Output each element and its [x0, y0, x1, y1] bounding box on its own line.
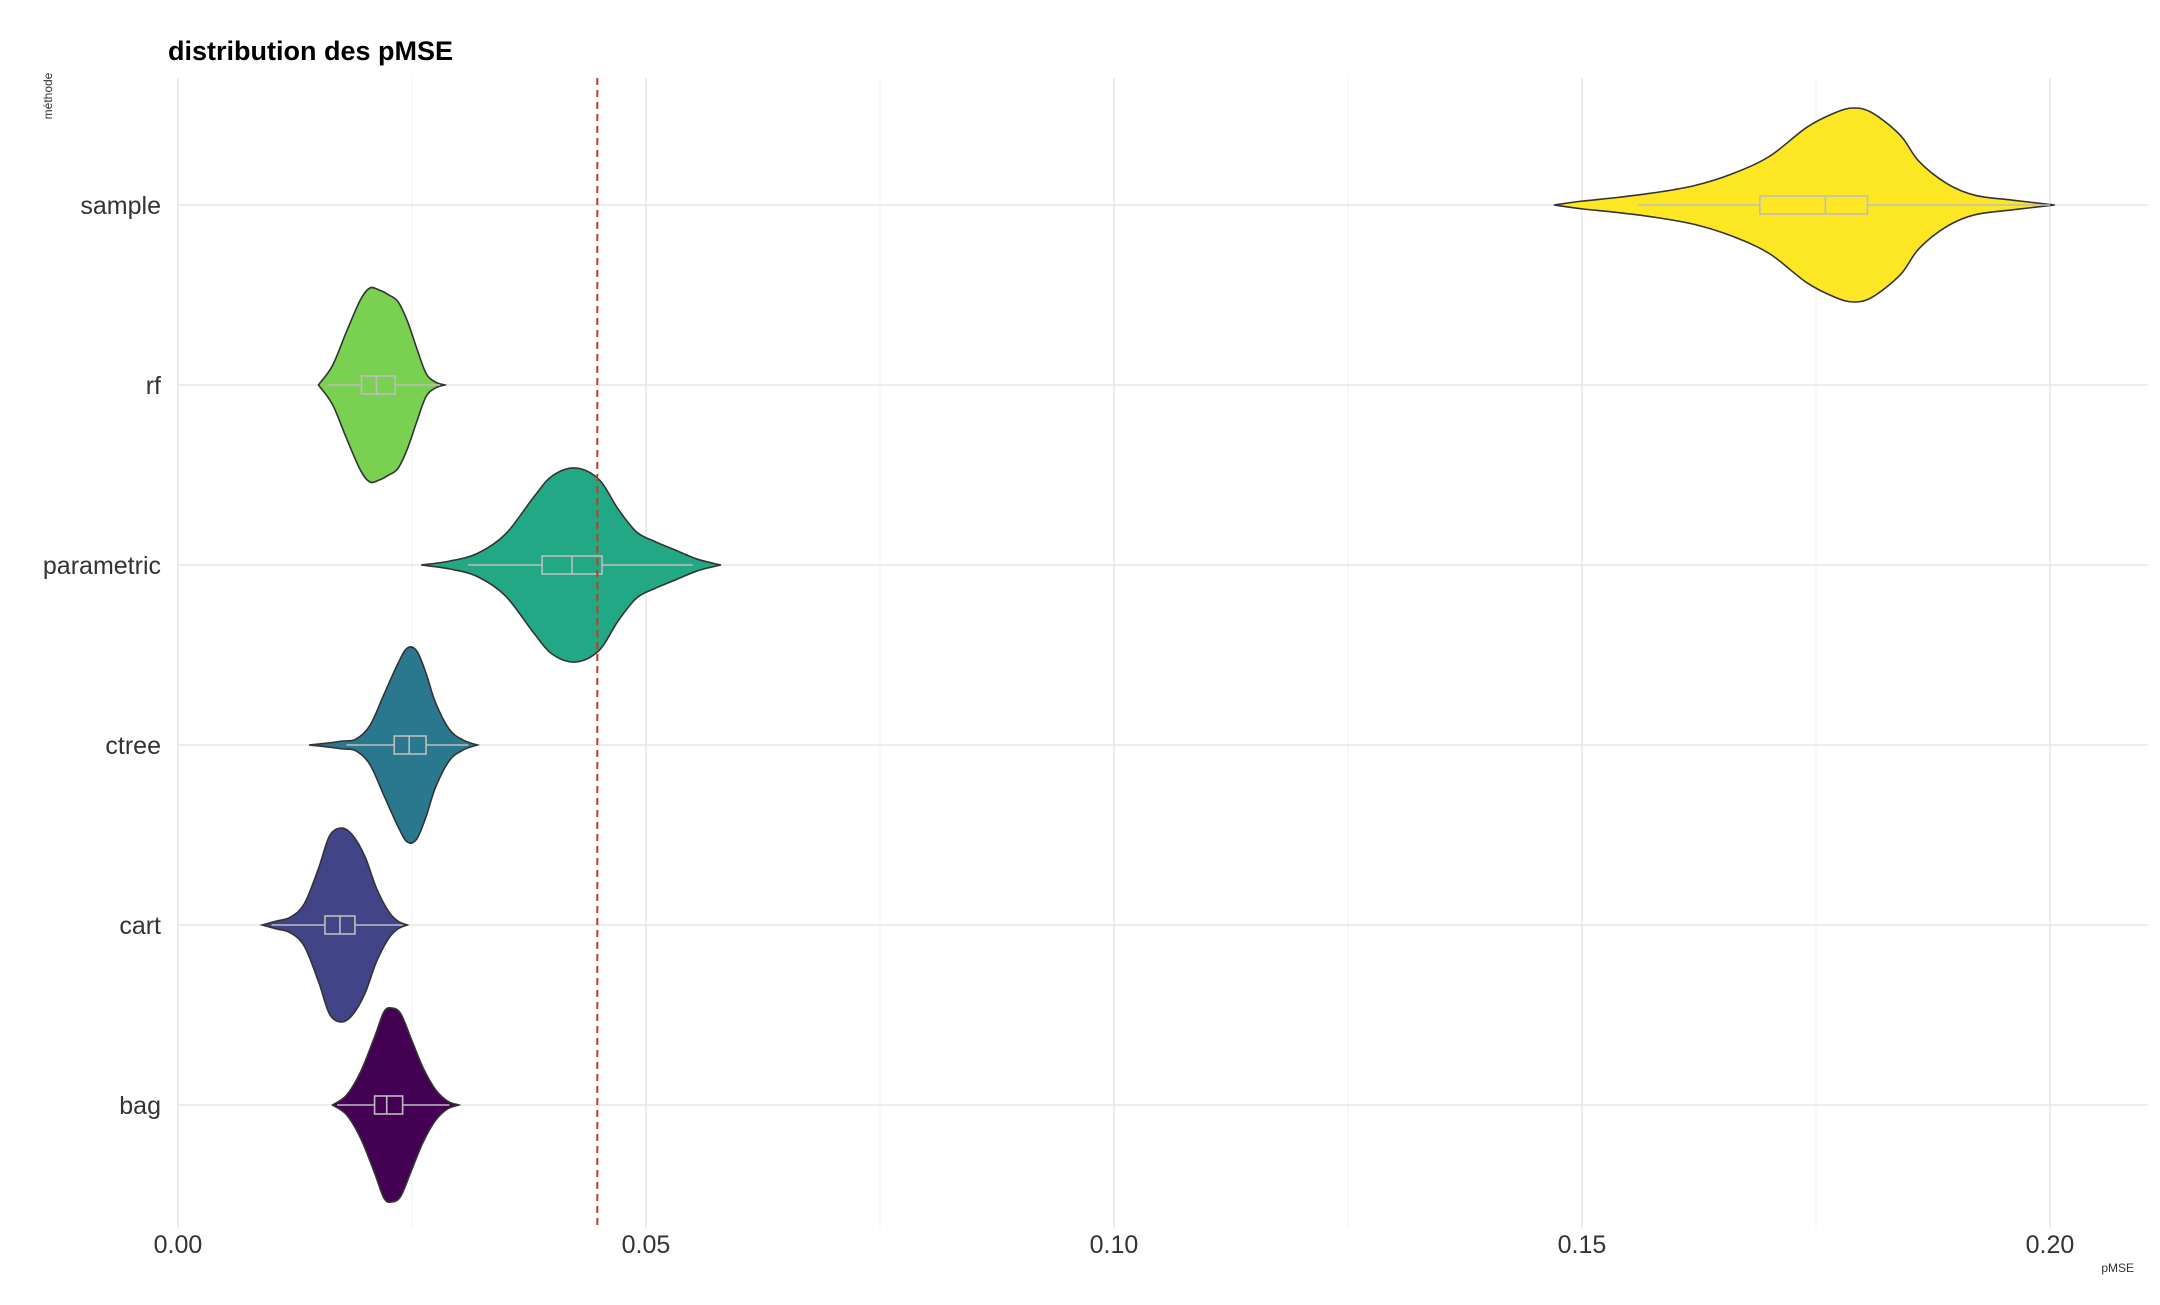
- y-tick-labels: sample rf parametric ctree cart bag: [43, 192, 161, 1120]
- box-ctree: [393, 735, 427, 755]
- violins: [259, 107, 2055, 1204]
- violin-parametric: [421, 467, 722, 663]
- x-tick-label: 0.05: [622, 1231, 671, 1259]
- x-tick-label: 0.10: [1090, 1231, 1139, 1259]
- violin-cart: [259, 827, 410, 1023]
- x-tick-label: 0.15: [1558, 1231, 1607, 1259]
- box-sample: [1759, 195, 1869, 215]
- x-tick-label: 0.00: [154, 1231, 203, 1259]
- y-tick-label: cart: [119, 912, 161, 940]
- box-rf: [360, 375, 396, 395]
- y-tick-label: parametric: [43, 552, 161, 580]
- chart-title: distribution des pMSE: [168, 36, 453, 66]
- violin-sample: [1553, 107, 2055, 303]
- violin-rf: [317, 286, 448, 484]
- y-axis-title: méthode: [41, 72, 55, 119]
- y-tick-label: ctree: [105, 732, 161, 760]
- y-tick-label: sample: [80, 192, 161, 220]
- y-tick-label: rf: [146, 372, 161, 400]
- violin-bag: [331, 1006, 462, 1204]
- box-bag: [373, 1095, 404, 1115]
- x-axis-title: pMSE: [2101, 1261, 2134, 1275]
- boxplots: [271, 195, 2050, 1115]
- y-tick-label: bag: [119, 1092, 161, 1120]
- x-tick-labels: 0.00 0.05 0.10 0.15 0.20: [154, 1231, 2075, 1259]
- x-tick-label: 0.20: [2026, 1231, 2075, 1259]
